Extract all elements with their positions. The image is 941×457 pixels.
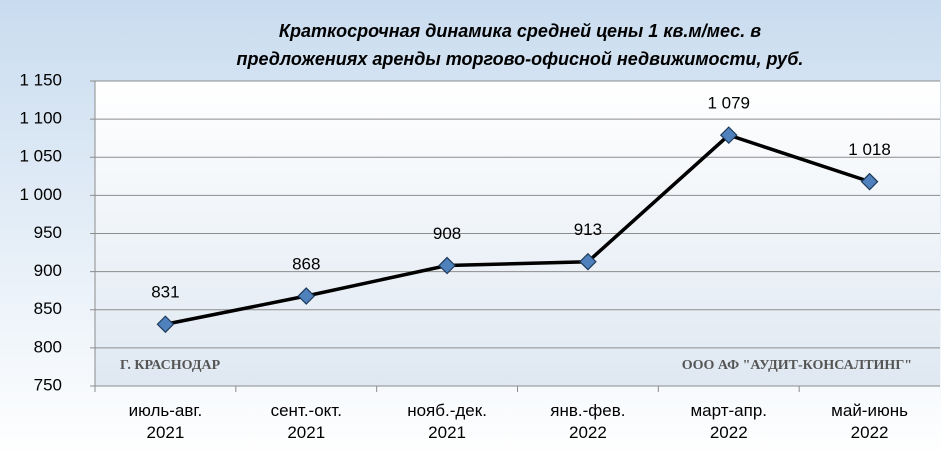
y-tick-label: 900 [34, 261, 62, 280]
x-tick-label: май-июнь 2022 [831, 401, 908, 442]
y-tick-label: 1 100 [19, 109, 62, 128]
marker [579, 252, 597, 271]
marker [860, 172, 879, 191]
marker [297, 287, 316, 305]
marker [438, 256, 456, 275]
x-tick-label: июль-авг. 2021 [128, 401, 203, 442]
data-label: 1 079 [707, 94, 750, 113]
x-tick-label: март-апр. 2022 [690, 401, 767, 442]
data-label: 831 [151, 283, 179, 302]
x-tick-label: нояб.-дек. 2021 [407, 401, 487, 442]
y-tick-label: 850 [34, 299, 62, 318]
data-label: 868 [292, 255, 320, 274]
x-tick-label: сент.-окт. 2021 [270, 401, 342, 442]
y-tick-label: 1 150 [19, 70, 62, 89]
chart-title: Краткосрочная динамика средней цены 1 кв… [279, 21, 761, 41]
data-label: 908 [433, 224, 461, 243]
data-label: 913 [574, 220, 602, 239]
marker [156, 315, 175, 334]
x-tick-label: янв.-фев. 2022 [550, 401, 626, 442]
marker [719, 126, 738, 144]
y-tick-label: 750 [34, 375, 62, 394]
annotation: ООО АФ "АУДИТ-КОНСАЛТИНГ" [682, 358, 912, 373]
line [165, 133, 871, 326]
y-tick-label: 1 000 [19, 185, 62, 204]
chart-title: предложениях аренды торгово-офисной недв… [237, 49, 804, 69]
y-tick-label: 1 050 [19, 147, 62, 166]
data-label: 1 018 [848, 140, 891, 159]
y-tick-label: 950 [34, 223, 62, 242]
annotation: Г. КРАСНОДАР [120, 358, 221, 373]
y-tick-label: 800 [34, 337, 62, 356]
